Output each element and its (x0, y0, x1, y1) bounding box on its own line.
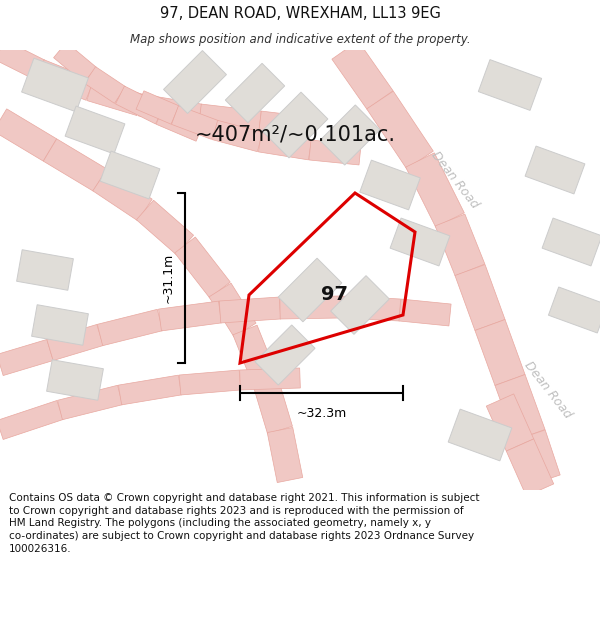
Text: Contains OS data © Crown copyright and database right 2021. This information is : Contains OS data © Crown copyright and d… (9, 492, 479, 554)
Polygon shape (136, 200, 194, 255)
Polygon shape (175, 237, 230, 298)
Polygon shape (475, 319, 525, 386)
Polygon shape (515, 430, 560, 485)
Text: Dean Road: Dean Road (429, 149, 481, 211)
Polygon shape (259, 111, 311, 139)
Polygon shape (253, 376, 292, 434)
Polygon shape (212, 121, 263, 152)
Polygon shape (506, 439, 554, 496)
Polygon shape (172, 106, 218, 139)
Polygon shape (47, 324, 103, 361)
Polygon shape (100, 151, 160, 199)
Polygon shape (209, 283, 256, 337)
Polygon shape (53, 42, 97, 82)
Polygon shape (435, 214, 485, 276)
Polygon shape (486, 394, 534, 451)
Polygon shape (199, 104, 261, 133)
Text: ~407m²/~0.101ac.: ~407m²/~0.101ac. (194, 125, 395, 145)
Polygon shape (262, 92, 328, 158)
Polygon shape (156, 106, 204, 141)
Polygon shape (406, 153, 464, 227)
Polygon shape (267, 428, 303, 483)
Polygon shape (226, 63, 284, 122)
Polygon shape (255, 325, 315, 385)
Polygon shape (367, 91, 433, 169)
Polygon shape (118, 375, 182, 405)
Polygon shape (0, 40, 45, 80)
Polygon shape (138, 94, 202, 126)
Text: Map shows position and indicative extent of the property.: Map shows position and indicative extent… (130, 32, 470, 46)
Polygon shape (65, 106, 125, 154)
Polygon shape (22, 58, 88, 112)
Polygon shape (47, 360, 103, 400)
Polygon shape (478, 59, 542, 111)
Text: Dean Road: Dean Road (522, 359, 574, 421)
Polygon shape (36, 60, 94, 100)
Polygon shape (87, 79, 143, 116)
Polygon shape (136, 91, 179, 124)
Polygon shape (164, 51, 226, 114)
Polygon shape (309, 140, 361, 165)
Polygon shape (278, 258, 342, 322)
Polygon shape (0, 109, 56, 161)
Polygon shape (0, 401, 63, 439)
Polygon shape (158, 301, 221, 331)
Polygon shape (93, 169, 152, 221)
Polygon shape (390, 218, 450, 266)
Polygon shape (239, 368, 301, 390)
Polygon shape (542, 218, 600, 266)
Polygon shape (548, 287, 600, 333)
Polygon shape (85, 67, 125, 103)
Text: ~32.3m: ~32.3m (296, 407, 347, 420)
Text: 97: 97 (322, 286, 349, 304)
Polygon shape (58, 385, 122, 420)
Polygon shape (332, 41, 393, 109)
Polygon shape (320, 105, 380, 165)
Text: ~31.1m: ~31.1m (162, 253, 175, 303)
Polygon shape (340, 296, 401, 321)
Polygon shape (455, 264, 505, 331)
Text: 97, DEAN ROAD, WREXHAM, LL13 9EG: 97, DEAN ROAD, WREXHAM, LL13 9EG (160, 6, 440, 21)
Polygon shape (219, 297, 281, 323)
Polygon shape (495, 374, 545, 441)
Polygon shape (0, 339, 53, 376)
Polygon shape (17, 250, 73, 290)
Polygon shape (97, 309, 163, 346)
Polygon shape (116, 86, 164, 124)
Polygon shape (331, 276, 389, 334)
Polygon shape (233, 325, 277, 385)
Polygon shape (525, 146, 585, 194)
Polygon shape (259, 132, 311, 160)
Polygon shape (448, 409, 512, 461)
Polygon shape (32, 305, 88, 345)
Polygon shape (399, 299, 451, 326)
Polygon shape (360, 160, 420, 210)
Polygon shape (43, 139, 107, 191)
Polygon shape (280, 296, 340, 319)
Polygon shape (179, 370, 241, 395)
